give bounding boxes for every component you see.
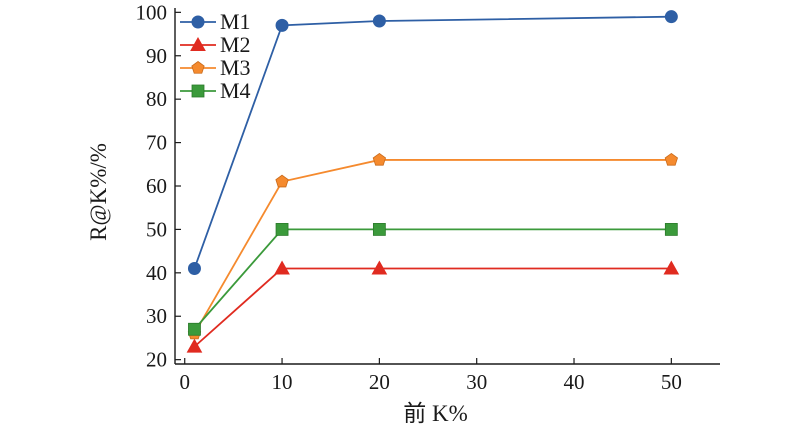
x-tick-label: 0 (179, 370, 190, 394)
x-tick-label: 10 (272, 370, 293, 394)
legend-label: M2 (220, 32, 251, 57)
data-point (664, 223, 678, 236)
legend-marker (191, 61, 205, 74)
series-line (193, 159, 672, 335)
series-m4 (188, 223, 678, 336)
series-line (193, 15, 672, 269)
legend-marker (190, 36, 206, 51)
y-axis-title: R@K%/% (86, 143, 111, 241)
series-m1 (187, 10, 678, 275)
data-point (188, 322, 201, 336)
data-point (664, 152, 678, 166)
legend-item-m1: M1 (180, 9, 251, 34)
y-tick-label: 50 (146, 217, 167, 241)
y-tick-label: 20 (146, 348, 167, 372)
y-tick-label: 80 (146, 87, 167, 111)
data-point (275, 18, 289, 32)
legend-label: M1 (220, 9, 251, 34)
data-point (664, 10, 678, 24)
legend-marker (191, 84, 205, 98)
y-tick-label: 90 (146, 44, 167, 68)
data-point (372, 14, 386, 28)
x-tick-label: 20 (369, 370, 390, 394)
data-point (372, 223, 386, 236)
data-point (274, 260, 290, 275)
legend-item-m2: M2 (180, 32, 251, 57)
legend-label: M3 (220, 55, 251, 80)
data-point (275, 174, 289, 188)
x-axis-title: 前 K% (403, 401, 468, 426)
legend-item-m4: M4 (180, 78, 251, 103)
data-point (372, 152, 387, 166)
series-m3 (187, 152, 678, 340)
legend-item-m3: M3 (180, 55, 251, 80)
y-tick-label: 100 (136, 0, 168, 24)
data-point (187, 261, 201, 275)
y-tick-label: 40 (146, 261, 167, 285)
data-point (186, 338, 203, 353)
series-line (193, 228, 672, 330)
data-point (371, 260, 388, 275)
series-m2 (186, 260, 680, 353)
series-line (193, 267, 672, 348)
data-point (275, 223, 289, 236)
x-tick-label: 30 (466, 370, 487, 394)
y-tick-label: 70 (146, 131, 167, 155)
data-point (663, 260, 680, 275)
y-tick-label: 30 (146, 304, 167, 328)
x-tick-label: 50 (661, 370, 682, 394)
legend-label: M4 (220, 78, 251, 103)
legend-marker (191, 15, 205, 29)
x-tick-label: 40 (564, 370, 585, 394)
y-tick-label: 60 (146, 174, 167, 198)
